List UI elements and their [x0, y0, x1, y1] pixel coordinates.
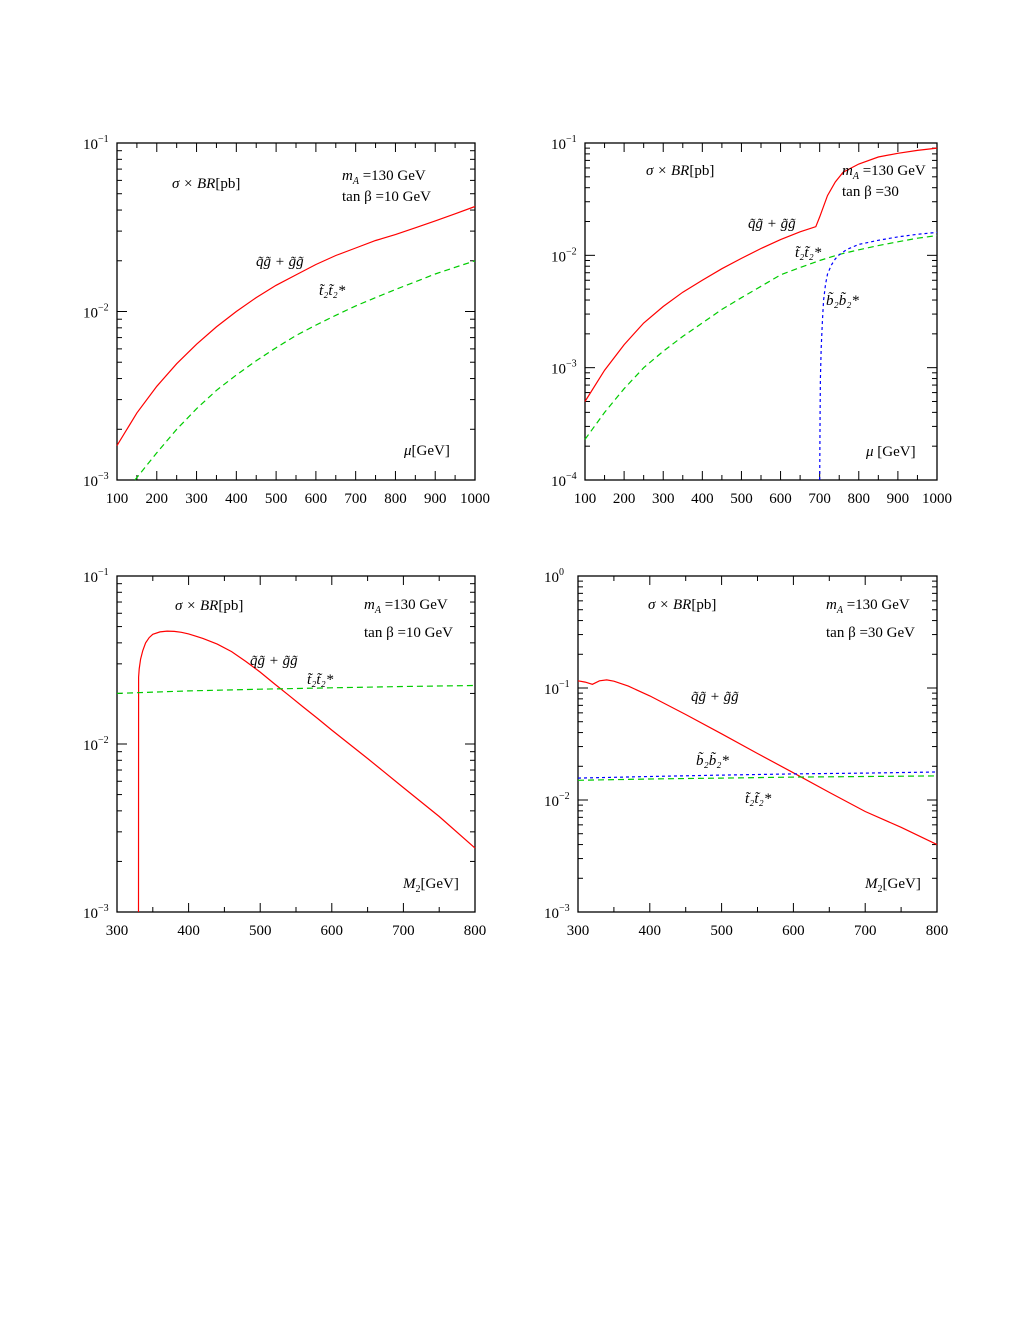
x-tick-label: 500 — [265, 491, 288, 507]
y-tick-label: 10−2 — [83, 303, 109, 322]
info-line: tan β =10 GeV — [342, 189, 431, 205]
series-line-2 — [577, 771, 938, 779]
info-line: tan β =10 GeV — [364, 625, 453, 641]
y-tick-label: 10−1 — [83, 567, 109, 586]
x-tick-label: 700 — [344, 491, 367, 507]
x-tick-label: 200 — [146, 491, 169, 507]
series-label: t̃₂t̃₂* — [307, 672, 334, 688]
info-line: mA =130 GeV — [364, 597, 448, 616]
y-tick-label: 10−1 — [551, 134, 577, 153]
chart-panel-3: 300 400 500 600 700 800 10−3 10−2 10−1 q̃g̃ + g̃g… — [83, 567, 486, 939]
series-label: q̃g̃ + g̃g̃ — [748, 216, 796, 232]
info-line: tan β =30 — [842, 184, 899, 200]
x-tick-label: 500 — [730, 491, 753, 507]
series-line-2 — [584, 235, 938, 440]
series-line-2 — [134, 260, 476, 481]
y-tick-label: 10−2 — [83, 735, 109, 754]
x-tick-label: 300 — [106, 923, 129, 939]
x-tick-label: 100 — [106, 491, 129, 507]
series-label: q̃g̃ + g̃g̃ — [250, 653, 298, 669]
x-tick-label: 900 — [887, 491, 910, 507]
x-tick-label: 800 — [926, 923, 949, 939]
y-tick-label: 10−2 — [544, 791, 570, 810]
series-label: q̃g̃ + g̃g̃ — [691, 689, 739, 705]
series-line-2 — [116, 684, 476, 694]
x-tick-label: 600 — [321, 923, 344, 939]
y-tick-label: 10−3 — [83, 471, 109, 490]
x-tick-label: 400 — [639, 923, 662, 939]
y-axis-label: σ × BR[pb] — [646, 163, 714, 179]
series-label: t̃₂t̃₂* — [745, 791, 772, 807]
x-tick-label: 500 — [249, 923, 272, 939]
x-tick-label: 400 — [177, 923, 200, 939]
series-label: b̃₂b̃₂* — [826, 292, 859, 309]
x-tick-label: 700 — [854, 923, 877, 939]
y-tick-label: 100 — [544, 567, 564, 586]
y-axis-label: σ × BR[pb] — [175, 598, 243, 614]
chart-panel-2: 100 200 300 400 500 600 700 800 900 1000 10−4 10−3 1… — [551, 134, 952, 507]
series-line-1 — [116, 205, 476, 446]
info-line: tan β =30 GeV — [826, 625, 915, 641]
info-line: mA =130 GeV — [842, 163, 926, 182]
series-line-1 — [577, 679, 938, 846]
series-label: t̃₂t̃₂* — [795, 245, 822, 261]
y-tick-label: 10−2 — [551, 246, 577, 265]
series-label: t̃₂t̃₂* — [319, 283, 346, 299]
x-tick-label: 1000 — [460, 491, 490, 507]
x-axis-label: μ [GeV] — [865, 444, 916, 460]
y-tick-label: 10−1 — [83, 134, 109, 153]
info-line: mA =130 GeV — [342, 168, 426, 187]
x-tick-label: 1000 — [922, 491, 952, 507]
x-tick-label: 800 — [384, 491, 407, 507]
x-axis-label: M2[GeV] — [402, 876, 459, 895]
x-tick-label: 600 — [769, 491, 792, 507]
x-tick-label: 200 — [613, 491, 636, 507]
x-tick-label: 600 — [305, 491, 328, 507]
series-line-1 — [137, 630, 476, 913]
info-line: mA =130 GeV — [826, 597, 910, 616]
y-axis-label: σ × BR[pb] — [172, 176, 240, 192]
y-tick-label: 10−3 — [551, 359, 577, 378]
x-tick-label: 300 — [567, 923, 590, 939]
x-axis-label: M2[GeV] — [864, 876, 921, 895]
chart-panel-4: 300 400 500 600 700 800 10−3 10−2 10−1 100 q̃g̃ + … — [544, 567, 948, 939]
x-tick-label: 400 — [225, 491, 248, 507]
y-tick-label: 10−3 — [544, 903, 570, 922]
y-tick-label: 10−1 — [544, 679, 570, 698]
x-tick-label: 800 — [848, 491, 871, 507]
x-tick-label: 800 — [464, 923, 487, 939]
series-line-3 — [577, 775, 938, 781]
x-tick-label: 300 — [652, 491, 675, 507]
x-axis-label: μ[GeV] — [403, 443, 450, 459]
x-tick-label: 700 — [808, 491, 831, 507]
x-tick-label: 500 — [710, 923, 733, 939]
x-tick-label: 600 — [782, 923, 805, 939]
series-line-3 — [819, 231, 938, 481]
x-tick-label: 900 — [424, 491, 447, 507]
x-tick-label: 400 — [691, 491, 714, 507]
y-tick-label: 10−3 — [83, 903, 109, 922]
x-tick-label: 700 — [392, 923, 415, 939]
x-tick-label: 100 — [574, 491, 597, 507]
series-line-1 — [584, 147, 938, 402]
series-label: b̃₂b̃₂* — [696, 752, 729, 769]
x-tick-label: 300 — [185, 491, 208, 507]
y-tick-label: 10−4 — [551, 471, 577, 490]
y-axis-label: σ × BR[pb] — [648, 597, 716, 613]
chart-panel-1: 100 200 300 400 500 600 700 800 900 1000 10−3 10−2 1… — [83, 134, 490, 507]
series-label: q̃g̃ + g̃g̃ — [256, 254, 304, 270]
